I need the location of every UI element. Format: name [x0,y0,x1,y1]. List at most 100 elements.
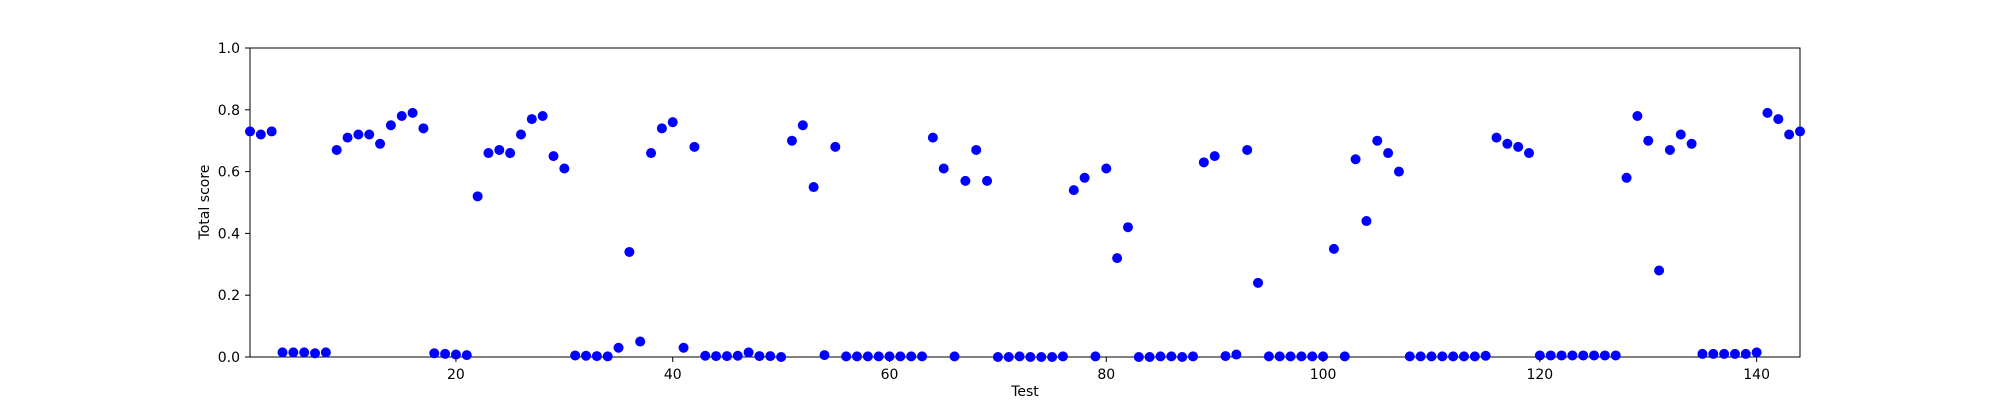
data-point [743,347,754,358]
data-point [765,351,776,362]
data-point [830,141,841,152]
data-point [1545,350,1556,361]
data-point [461,350,472,361]
data-point [1198,157,1209,168]
y-tick-label: 0.0 [218,350,240,366]
data-point [732,350,743,361]
data-point [266,126,277,137]
data-point [906,351,917,362]
y-tick-label: 0.8 [218,103,240,119]
data-point [450,349,461,360]
data-point [526,114,537,125]
data-point [960,175,971,186]
y-tick-label: 0.2 [218,288,240,304]
data-point [949,351,960,362]
data-point [559,163,570,174]
data-point [353,129,364,140]
data-point [1643,135,1654,146]
data-point [1610,350,1621,361]
data-point [1491,132,1502,143]
data-point [1318,351,1329,362]
data-point [1437,351,1448,362]
data-point [711,351,722,362]
data-point [1393,166,1404,177]
data-point [364,129,375,140]
data-point [440,348,451,359]
data-point [1567,350,1578,361]
data-point [494,144,505,155]
data-point [1231,349,1242,360]
data-point [1383,148,1394,159]
data-point [1155,351,1166,362]
data-point [1675,129,1686,140]
data-point [1480,350,1491,361]
data-point [1339,351,1350,362]
data-point [938,163,949,174]
data-point [992,352,1003,362]
x-tick-label: 80 [1097,367,1115,383]
x-axis: 20 40 60 80 100 120 140 [447,357,1770,383]
x-tick-label: 20 [447,367,465,383]
data-point [1708,348,1719,359]
data-point [1296,351,1307,362]
data-point [721,351,732,362]
x-tick-label: 40 [664,367,682,383]
data-point [1795,126,1805,137]
data-point [1762,107,1773,118]
plot-frame [249,47,1801,358]
data-point [1112,253,1123,264]
data-point [1144,352,1155,362]
data-point [873,351,884,362]
data-point [1047,352,1058,362]
data-point [1415,351,1426,362]
data-point [548,151,559,162]
data-point [884,351,895,362]
data-point [396,110,407,121]
data-point [591,351,602,362]
data-point [1122,222,1133,233]
data-point [320,347,331,358]
y-tick-label: 0.4 [218,226,240,242]
data-point [776,352,787,362]
x-tick-label: 60 [881,367,899,383]
data-point [635,336,646,347]
x-tick-label: 140 [1743,367,1770,383]
data-point [407,107,418,118]
data-point [1621,172,1632,183]
data-point [1372,135,1383,146]
data-point [537,110,548,121]
data-point [1524,148,1535,159]
data-point [1177,352,1188,362]
data-point [1188,351,1199,362]
data-point [656,123,667,134]
data-point [1220,351,1231,362]
data-point [483,148,494,159]
data-points [245,107,1805,362]
data-point [418,123,429,134]
data-point [808,182,819,193]
data-point [917,351,928,362]
data-point [342,132,353,143]
data-point [1448,351,1459,362]
data-point [1133,352,1144,362]
data-point [505,148,516,159]
data-point [1079,172,1090,183]
data-point [515,129,526,140]
data-point [1285,351,1296,362]
data-point [1502,138,1513,149]
data-point [310,348,321,359]
data-point [255,129,266,140]
y-axis-title: Total score [197,165,213,241]
data-point [1578,350,1589,361]
y-tick-label: 0.6 [218,165,240,181]
data-point [819,350,830,361]
data-point [754,351,765,362]
data-point [1632,110,1643,121]
data-point [624,246,635,257]
data-point [1242,144,1253,155]
x-tick-label: 100 [1310,367,1337,383]
data-point [472,191,483,202]
data-point [797,120,808,131]
data-point [602,351,613,362]
